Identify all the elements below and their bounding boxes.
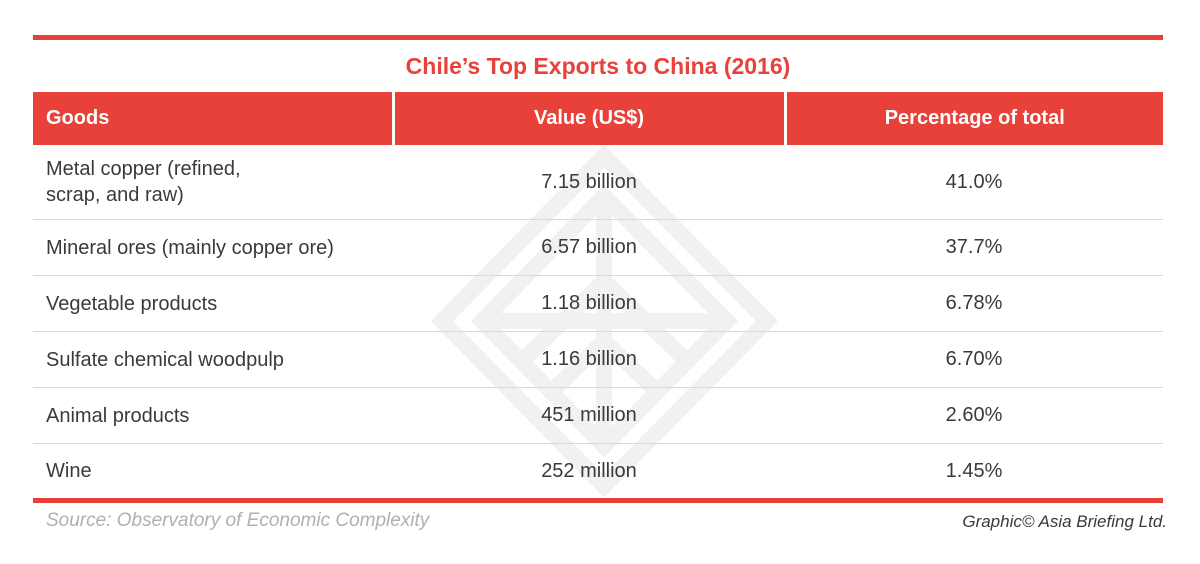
value-cell: 451 million [393,387,785,444]
exports-table-card: Chile’s Top Exports to China (2016) Good… [33,35,1163,503]
header-value: Value (US$) [391,92,785,145]
percent-cell: 6.78% [785,275,1163,332]
percent-cell: 6.70% [785,331,1163,388]
table-header-row: Goods Value (US$) Percentage of total [33,92,1163,145]
value-cell: 1.16 billion [393,331,785,388]
goods-cell: Wine [46,460,92,482]
percent-cell: 2.60% [785,387,1163,444]
bottom-rule [33,498,1163,503]
top-rule [33,35,1163,40]
goods-cell: Metal copper (refined, scrap, and raw) [33,145,393,220]
goods-cell: Vegetable products [33,275,393,332]
percent-cell: 37.7% [785,219,1163,276]
graphic-credit: Graphic© Asia Briefing Ltd. [962,512,1167,531]
table-row: Vegetable products 1.18 billion 6.78% [33,275,1163,332]
percent-cell: 1.45% [945,459,1003,482]
table-row: Metal copper (refined, scrap, and raw) 7… [33,145,1163,220]
table-row: Animal products 451 million 2.60% [33,387,1163,444]
exports-table: Goods Value (US$) Percentage of total Me… [33,92,1163,498]
header-goods: Goods [33,92,393,145]
goods-cell: Sulfate chemical woodpulp [33,331,393,388]
goods-cell: Animal products [33,387,393,444]
header-percentage: Percentage of total [783,92,1163,145]
table-title: Chile’s Top Exports to China (2016) [405,53,791,79]
value-cell: 252 million [541,459,637,482]
goods-text: Metal copper (refined, scrap, and raw) [46,158,241,206]
value-cell: 7.15 billion [393,145,785,220]
value-cell: 6.57 billion [393,219,785,276]
table-row: Wine 252 million 1.45% [33,444,1163,499]
source-note: Source: Observatory of Economic Complexi… [46,510,430,531]
goods-cell: Mineral ores (mainly copper ore) [33,219,393,276]
percent-cell: 41.0% [785,145,1163,220]
table-row: Sulfate chemical woodpulp 1.16 billion 6… [33,331,1163,388]
value-cell: 1.18 billion [393,275,785,332]
table-row: Mineral ores (mainly copper ore) 6.57 bi… [33,219,1163,276]
